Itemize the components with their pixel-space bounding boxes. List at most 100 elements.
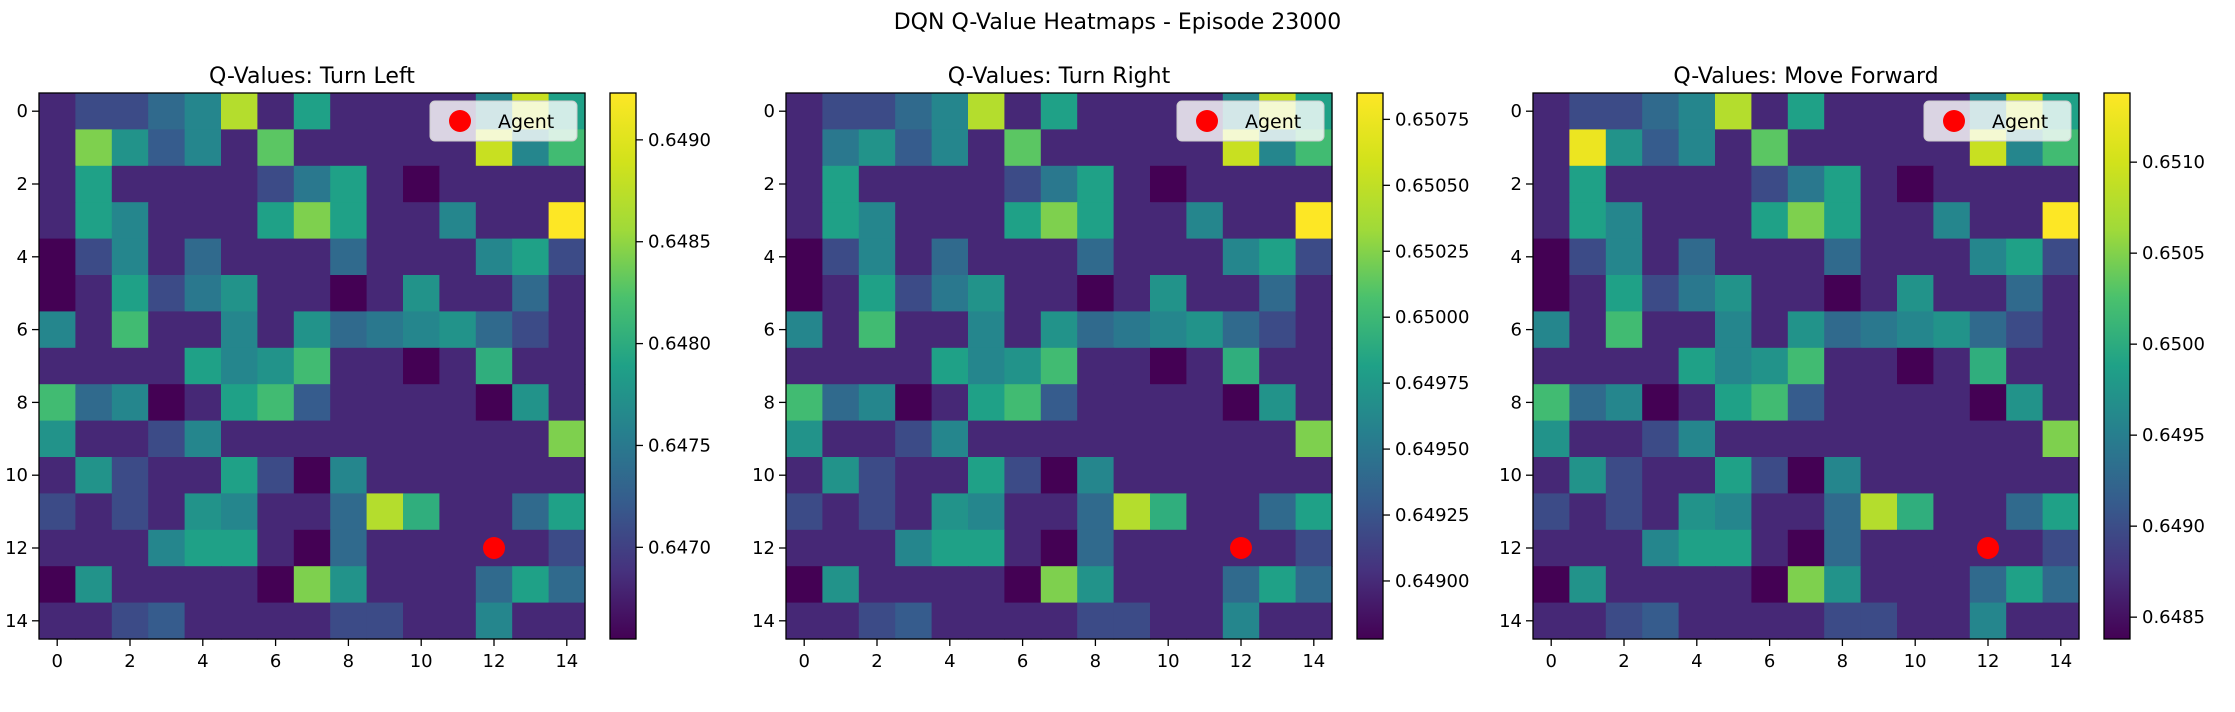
heatmap-cell — [1040, 566, 1078, 604]
heatmap-cell — [257, 384, 295, 422]
heatmap-cell — [148, 129, 186, 167]
heatmap-cell — [475, 384, 513, 422]
heatmap-cell — [2006, 420, 2044, 458]
heatmap-cell — [148, 457, 186, 494]
colorbar-tick-label: 0.64900 — [1395, 571, 1469, 592]
heatmap-cell — [1004, 238, 1042, 276]
legend: Agent — [1176, 100, 1325, 142]
heatmap-cell — [293, 347, 331, 385]
heatmap-cell — [2006, 347, 2044, 385]
heatmap-cell — [2006, 457, 2044, 494]
heatmap-cell — [1933, 238, 1971, 276]
heatmap-cell — [1295, 384, 1333, 422]
heatmap-cell — [1533, 165, 1570, 203]
heatmap-cell — [822, 129, 860, 167]
heatmap-cell — [1678, 384, 1716, 422]
x-tick-label: 0 — [51, 651, 62, 672]
x-tick-label: 2 — [1618, 651, 1629, 672]
heatmap-cell — [548, 384, 586, 422]
heatmap-cell — [1040, 347, 1078, 385]
heatmap-cell — [111, 602, 149, 640]
heatmap-cell — [439, 165, 477, 203]
heatmap-cell — [1186, 202, 1224, 240]
heatmap-cell — [895, 275, 933, 312]
heatmap-cell — [403, 275, 440, 312]
y-tick-label: 6 — [764, 320, 775, 341]
heatmap-cell — [548, 347, 586, 385]
heatmap-cell — [512, 347, 550, 385]
heatmap-cell — [2042, 384, 2080, 422]
heatmap-cell — [895, 129, 933, 167]
heatmap-panel-1: Q-Values: Turn Left 0 2 4 6 8 10 12 14 0 2 4 6 8 10 12 1… — [5, 64, 711, 672]
heatmap-cell — [1969, 566, 2007, 604]
heatmap-cell — [366, 602, 404, 640]
heatmap-cell — [1933, 420, 1971, 458]
axes-frame — [38, 92, 586, 640]
y-tick-label: 10 — [1499, 465, 1522, 486]
heatmap-cell — [512, 238, 550, 276]
heatmap-cell — [148, 566, 186, 604]
heatmap-cell — [330, 347, 368, 385]
heatmap-cell — [403, 384, 440, 422]
heatmap-cell — [931, 420, 969, 458]
heatmap-cell — [1824, 347, 1862, 385]
heatmap-cell — [1295, 420, 1333, 458]
heatmap-cell — [1077, 347, 1115, 385]
heatmap-cell — [1824, 311, 1862, 349]
heatmap-cell — [1969, 602, 2007, 640]
heatmap-cell — [439, 311, 477, 349]
x-tick-label: 10 — [410, 651, 433, 672]
heatmap-cell — [1259, 602, 1297, 640]
heatmap-cell — [1860, 602, 1898, 640]
axes-frame — [1532, 92, 2080, 640]
heatmap-cell — [786, 347, 823, 385]
heatmap-cell — [257, 420, 295, 458]
heatmap-cell — [895, 238, 933, 276]
heatmap-cell — [1751, 275, 1789, 312]
heatmap-cell — [512, 566, 550, 604]
heatmap-cell — [548, 457, 586, 494]
heatmap-cell — [858, 202, 896, 240]
heatmap-cell — [1678, 566, 1716, 604]
heatmap-cell — [75, 275, 113, 312]
heatmap-cell — [858, 420, 896, 458]
heatmap-cell — [1077, 165, 1115, 203]
heatmap-cell — [39, 311, 76, 349]
heatmap-cell — [111, 275, 149, 312]
heatmap-cell — [548, 275, 586, 312]
heatmap-cell — [822, 202, 860, 240]
heatmap-cell — [1605, 129, 1643, 167]
heatmap-cell — [2006, 602, 2044, 640]
heatmap-cell — [221, 238, 258, 276]
heatmap-cell — [475, 457, 513, 494]
heatmap-cell — [403, 602, 440, 640]
colorbar-tick-label: 0.64950 — [1395, 439, 1469, 460]
heatmap-cell — [1113, 493, 1151, 531]
heatmap-cell — [1222, 311, 1260, 349]
legend-agent-marker — [1196, 110, 1218, 132]
heatmap-cell — [293, 602, 331, 640]
heatmap-cell — [403, 347, 440, 385]
heatmap-cell — [1259, 493, 1297, 531]
heatmap-cell — [1605, 311, 1643, 349]
heatmap-cell — [822, 457, 860, 494]
heatmap-cell — [2042, 275, 2080, 312]
heatmap-cell — [548, 202, 586, 240]
heatmap-cell — [822, 238, 860, 276]
heatmap-cell — [1897, 202, 1934, 240]
heatmap-cell — [822, 384, 860, 422]
heatmap-cell — [221, 202, 258, 240]
heatmap-cell — [1860, 347, 1898, 385]
heatmap-cell — [895, 384, 933, 422]
heatmap-cell — [439, 347, 477, 385]
heatmap-cell — [1004, 566, 1042, 604]
heatmap-cell — [1715, 347, 1752, 385]
heatmap-cell — [1787, 129, 1825, 167]
heatmap-cell — [475, 493, 513, 531]
x-tick-label: 12 — [1977, 651, 2000, 672]
colorbar-tick-label: 0.6510 — [2142, 152, 2205, 173]
heatmap-cell — [822, 311, 860, 349]
heatmap-cell — [1605, 93, 1643, 130]
heatmap-cell — [366, 165, 404, 203]
heatmap-cell — [1222, 384, 1260, 422]
